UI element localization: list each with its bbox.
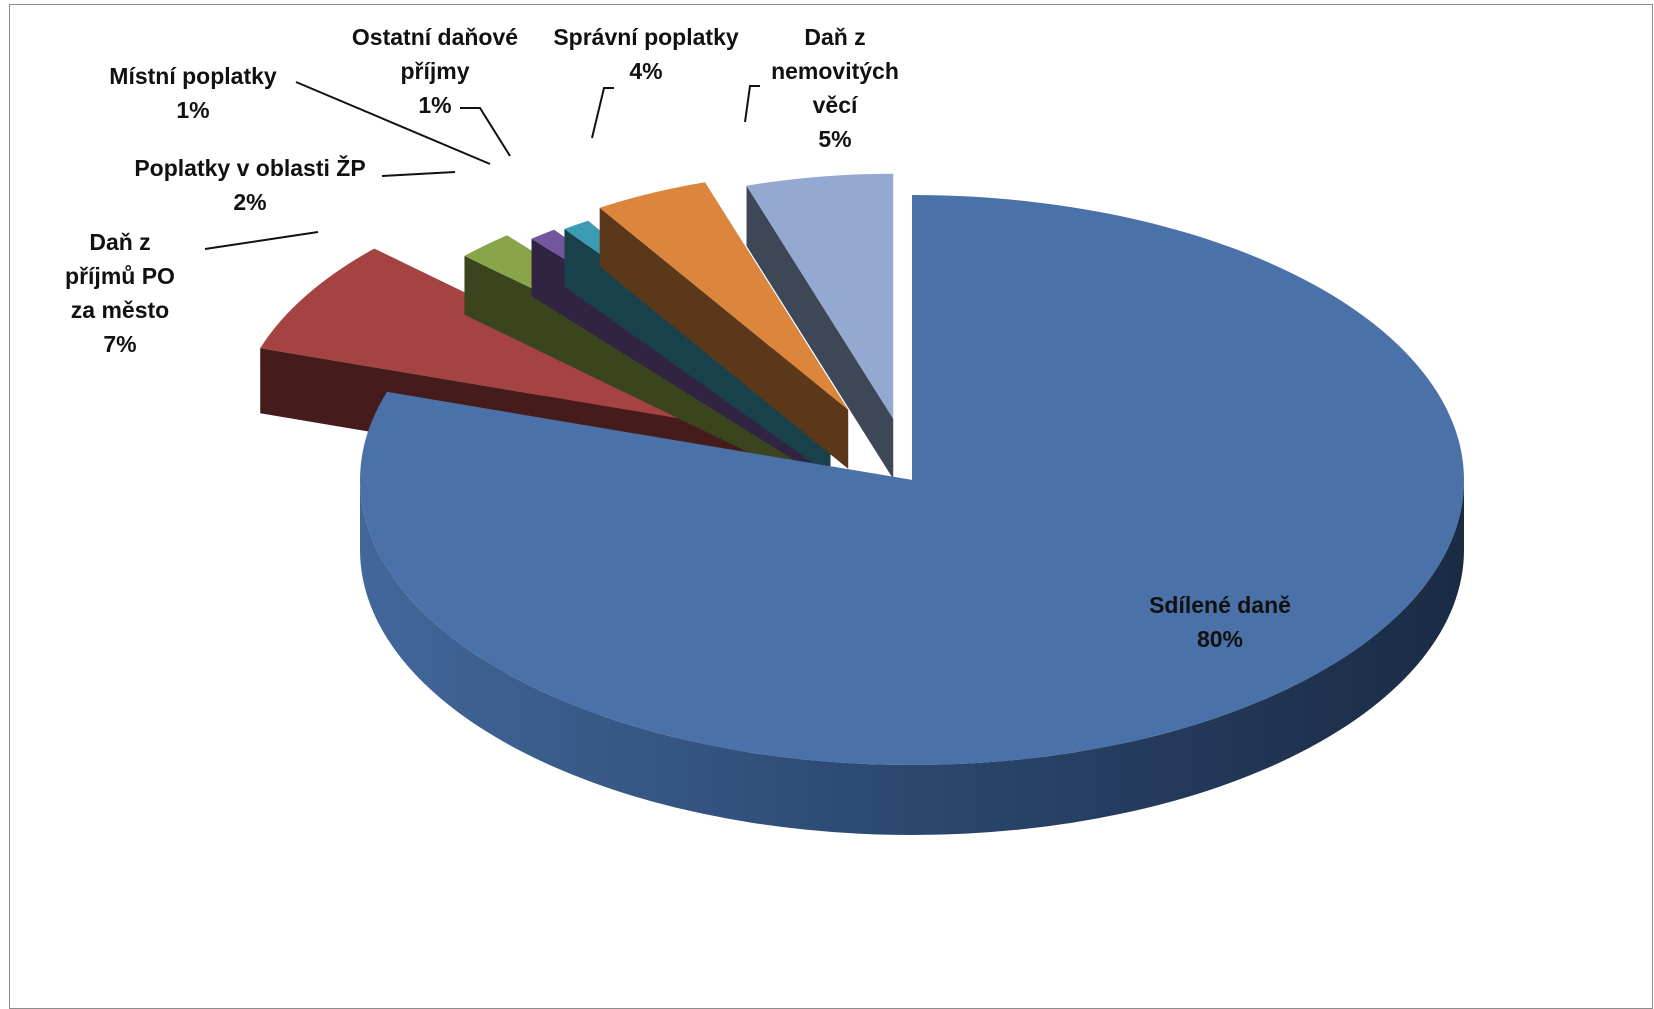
slice-label-text: věcí <box>812 92 858 118</box>
pie-slice-5 <box>599 182 849 469</box>
slice-label-mistni-poplatky: Místní poplatky 1% <box>93 59 293 127</box>
slice-label-text: Sdílené daně <box>1149 592 1291 618</box>
leader-line-2 <box>381 171 456 177</box>
leader-line-1 <box>204 231 319 250</box>
slice-percent: 5% <box>818 126 852 152</box>
slice-label-text: Daň z <box>804 24 866 50</box>
pie-slice-6 <box>746 173 894 480</box>
slice-percent: 4% <box>629 58 663 84</box>
slice-percent: 80% <box>1196 626 1244 652</box>
slice-label-text: Daň z <box>89 229 151 255</box>
slice-label-dan-z-prijmu-po: Daň z příjmů PO za město 7% <box>40 225 200 361</box>
slice-label-text: příjmů PO <box>65 263 175 289</box>
leader-line-3 <box>295 81 491 165</box>
slice-percent: 2% <box>233 189 267 215</box>
slice-percent: 7% <box>103 331 137 357</box>
slice-percent: 1% <box>176 97 210 123</box>
slice-label-dan-z-nemovitych-veci: Daň z nemovitých věcí 5% <box>755 20 915 156</box>
slice-label-ostatni-danove-prijmy: Ostatní daňové příjmy 1% <box>330 20 540 122</box>
slice-label-poplatky-zp: Poplatky v oblasti ŽP 2% <box>118 151 382 219</box>
leader-line-5 <box>591 87 614 139</box>
slice-percent: 1% <box>418 92 452 118</box>
slice-label-text: Ostatní daňové <box>351 24 519 50</box>
pie-slice-wall <box>746 185 894 480</box>
leader-line-4 <box>460 107 511 157</box>
leader-line-6 <box>744 85 760 123</box>
pie-slice-0 <box>360 195 1464 835</box>
slice-label-text: Správní poplatky <box>553 24 739 50</box>
pie-slice-top <box>746 173 894 419</box>
pie-slice-wall <box>599 207 849 469</box>
pie-slice-top <box>599 182 849 410</box>
slice-label-text: Místní poplatky <box>109 63 277 89</box>
pie-slice-top <box>360 195 1464 765</box>
slice-label-sdilene-dane: Sdílené daně 80% <box>1120 588 1320 656</box>
slice-label-text: příjmy <box>400 58 470 84</box>
slice-label-text: za město <box>70 297 170 323</box>
pie-slice-side <box>360 480 1464 835</box>
slice-label-spravni-poplatky: Správní poplatky 4% <box>546 20 746 88</box>
slice-label-text: nemovitých <box>771 58 899 84</box>
slice-label-text: Poplatky v oblasti ŽP <box>134 155 366 181</box>
